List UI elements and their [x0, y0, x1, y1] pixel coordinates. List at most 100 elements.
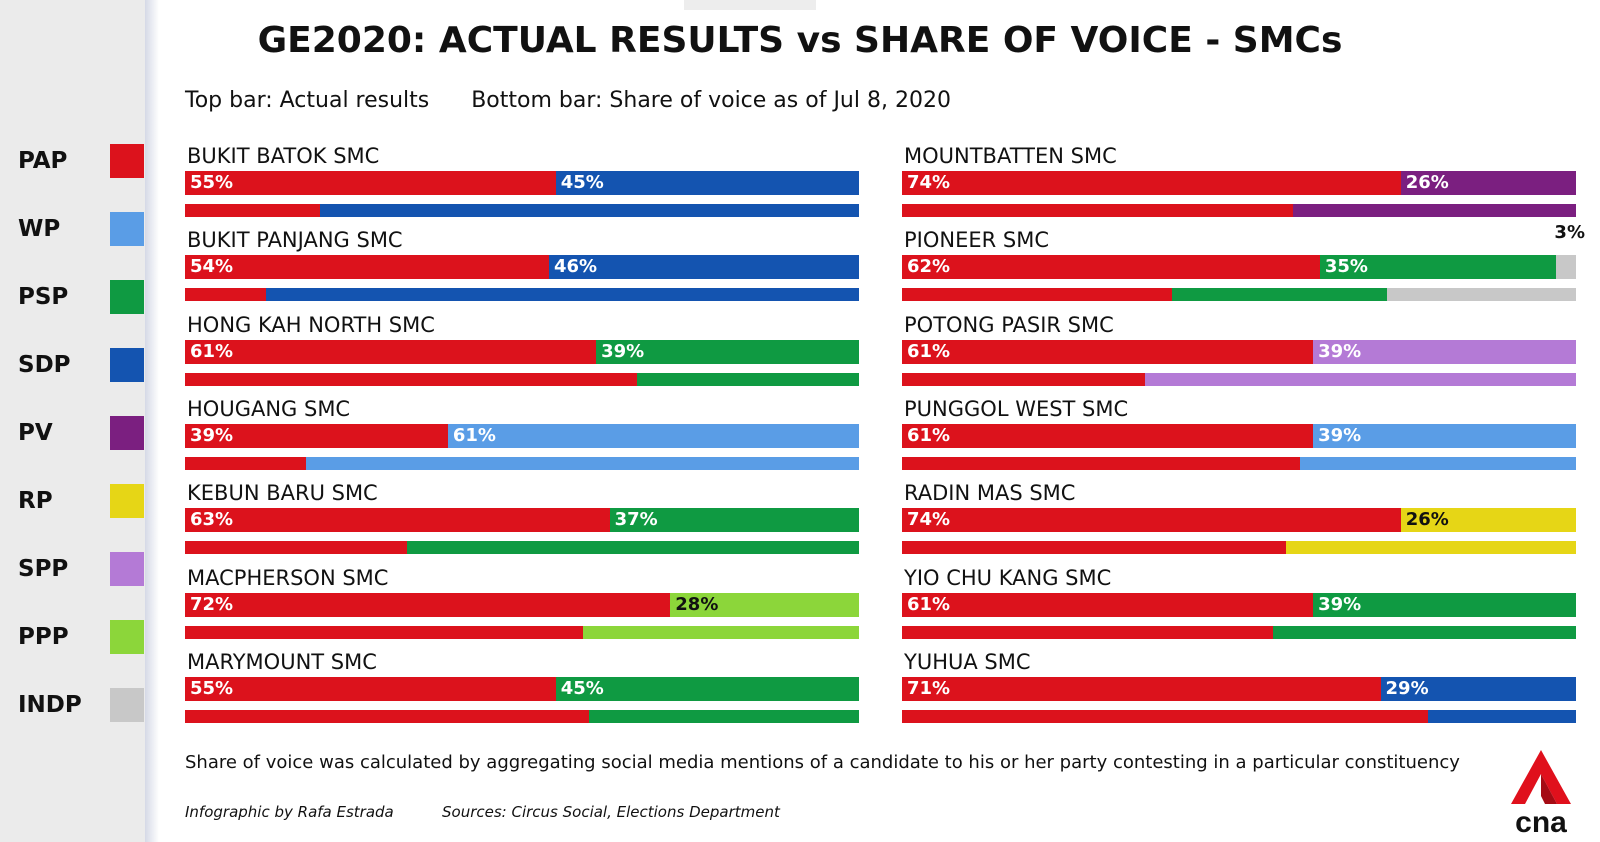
share-of-voice-segment-wp [306, 456, 859, 470]
actual-segment-wp: 61% [447, 423, 859, 448]
constituency-name: BUKIT PANJANG SMC [187, 228, 403, 253]
actual-result-bar: 74% 26% [902, 508, 1576, 533]
actual-segment-pap: 61% [185, 339, 597, 364]
share-of-voice-segment-sdp [1427, 709, 1576, 723]
actual-result-bar: 62% 35% 3% [902, 222, 1585, 280]
actual-segment-sdp: 29% [1380, 676, 1576, 701]
share-of-voice-segment-spp [1144, 372, 1576, 386]
actual-segment-sdp: 46% [548, 255, 859, 280]
actual-value-label: 71% [907, 677, 951, 699]
actual-value-label: 26% [1405, 172, 1449, 193]
constituency-name: KEBUN BARU SMC [187, 481, 378, 506]
legend-swatch [110, 280, 144, 314]
actual-segment-pap: 39% [185, 423, 448, 448]
share-of-voice-segment-sdp [265, 288, 859, 302]
actual-result-bar: 61% 39% [185, 339, 859, 364]
cna-logo-mark-shade [1541, 774, 1557, 804]
constituency-row: HOUGANG SMC 39% 61% [185, 396, 859, 472]
share-of-voice-segment-pap [902, 625, 1273, 639]
constituency-row: MARYMOUNT SMC 55% 45% [185, 649, 859, 725]
constituency-row: KEBUN BARU SMC 63% 37% [185, 480, 859, 556]
share-of-voice-segment-pap [902, 456, 1300, 470]
legend-swatch [110, 484, 144, 518]
actual-value-label: 61% [907, 424, 951, 446]
actual-value-label: 63% [190, 509, 234, 531]
share-of-voice-segment-psp [589, 709, 859, 723]
share-of-voice-segment-psp [636, 372, 859, 386]
actual-result-bar: 55% 45% [185, 676, 859, 701]
actual-value-label: 39% [1318, 424, 1362, 446]
legend-swatch [110, 144, 144, 178]
legend-swatch [110, 348, 144, 382]
legend-item-pv: PV [18, 416, 144, 450]
legend-swatch [110, 688, 144, 722]
share-of-voice-segment-pap [902, 288, 1172, 302]
constituency-name: HOUGANG SMC [187, 396, 351, 421]
legend-swatch [110, 552, 144, 586]
constituency-name: BUKIT BATOK SMC [187, 144, 380, 168]
share-of-voice-segment-psp [1171, 288, 1388, 302]
actual-segment-psp: 37% [609, 508, 859, 533]
legend-label: PSP [18, 284, 69, 310]
actual-result-bar: 61% 39% [902, 423, 1576, 448]
actual-result-bar: 72% 28% [185, 592, 859, 617]
actual-value-label: 61% [907, 593, 951, 615]
share-of-voice-bar [902, 288, 1576, 302]
share-of-voice-bar [902, 372, 1576, 386]
legend-swatch [110, 212, 144, 246]
share-of-voice-bar [185, 541, 859, 555]
cna-logo: cna [1511, 750, 1571, 836]
actual-segment-pap: 61% [902, 339, 1314, 364]
actual-segment-pap: 71% [902, 676, 1381, 701]
actual-result-bar: 74% 26% [902, 171, 1576, 195]
top-tab-decoration [684, 0, 816, 10]
constituency-name: HONG KAH NORTH SMC [187, 312, 435, 337]
infographic-credit: Infographic by Rafa Estrada [185, 803, 394, 821]
share-of-voice-segment-ppp [582, 625, 859, 639]
actual-value-label: 26% [1405, 509, 1449, 531]
actual-result-bar: 71% 29% [902, 676, 1576, 701]
share-of-voice-bar [185, 288, 859, 302]
share-of-voice-bar [185, 709, 859, 723]
share-of-voice-segment-psp [1272, 625, 1576, 639]
constituency-name: PUNGGOL WEST SMC [904, 396, 1129, 421]
actual-result-bar: 63% 37% [185, 508, 859, 533]
sidebar-shadow [145, 0, 159, 842]
legend-label: SDP [18, 352, 71, 378]
constituency-row: POTONG PASIR SMC 61% 39% [902, 312, 1576, 388]
actual-segment-pap: 72% [185, 592, 671, 617]
legend-swatch [110, 620, 144, 654]
actual-result-bar: 39% 61% [185, 423, 859, 448]
constituency-name: RADIN MAS SMC [904, 481, 1076, 506]
sources-note: Sources: Circus Social, Elections Depart… [442, 803, 780, 821]
actual-segment-pap: 55% [185, 171, 556, 195]
actual-segment-pap: 63% [185, 508, 610, 533]
legend-item-rp: RP [18, 484, 144, 518]
share-of-voice-segment-pap [185, 372, 637, 386]
legend-item-ppp: PPP [18, 620, 144, 654]
subtitle-bottom-bar: Bottom bar: Share of voice as of Jul 8, … [471, 88, 951, 113]
actual-segment-sdp: 45% [555, 171, 859, 195]
actual-value-label: 74% [907, 509, 951, 531]
constituency-row: HONG KAH NORTH SMC 61% 39% [185, 312, 859, 388]
constituency-name: YUHUA SMC [904, 649, 1031, 674]
share-of-voice-segment-pap [185, 288, 266, 302]
actual-segment-pap: 61% [902, 423, 1314, 448]
share-of-voice-bar [902, 204, 1576, 217]
actual-value-label: 61% [452, 424, 496, 446]
actual-result-bar: 61% 39% [902, 592, 1576, 617]
share-of-voice-bar [185, 204, 859, 217]
actual-value-label: 35% [1324, 256, 1368, 278]
share-of-voice-bar [902, 541, 1576, 555]
constituency-name: PIONEER SMC [904, 228, 1050, 253]
actual-value-label: 61% [190, 340, 234, 362]
share-of-voice-bar [902, 709, 1576, 723]
legend-label: PV [18, 420, 53, 446]
share-of-voice-segment-pap [902, 709, 1428, 723]
legend-item-spp: SPP [18, 552, 144, 586]
actual-segment-ppp: 28% [670, 592, 859, 617]
share-of-voice-segment-pap [185, 204, 320, 217]
actual-segment-pap: 61% [902, 592, 1314, 617]
share-of-voice-segment-psp [407, 541, 859, 555]
footnote: Share of voice was calculated by aggrega… [185, 752, 1460, 773]
